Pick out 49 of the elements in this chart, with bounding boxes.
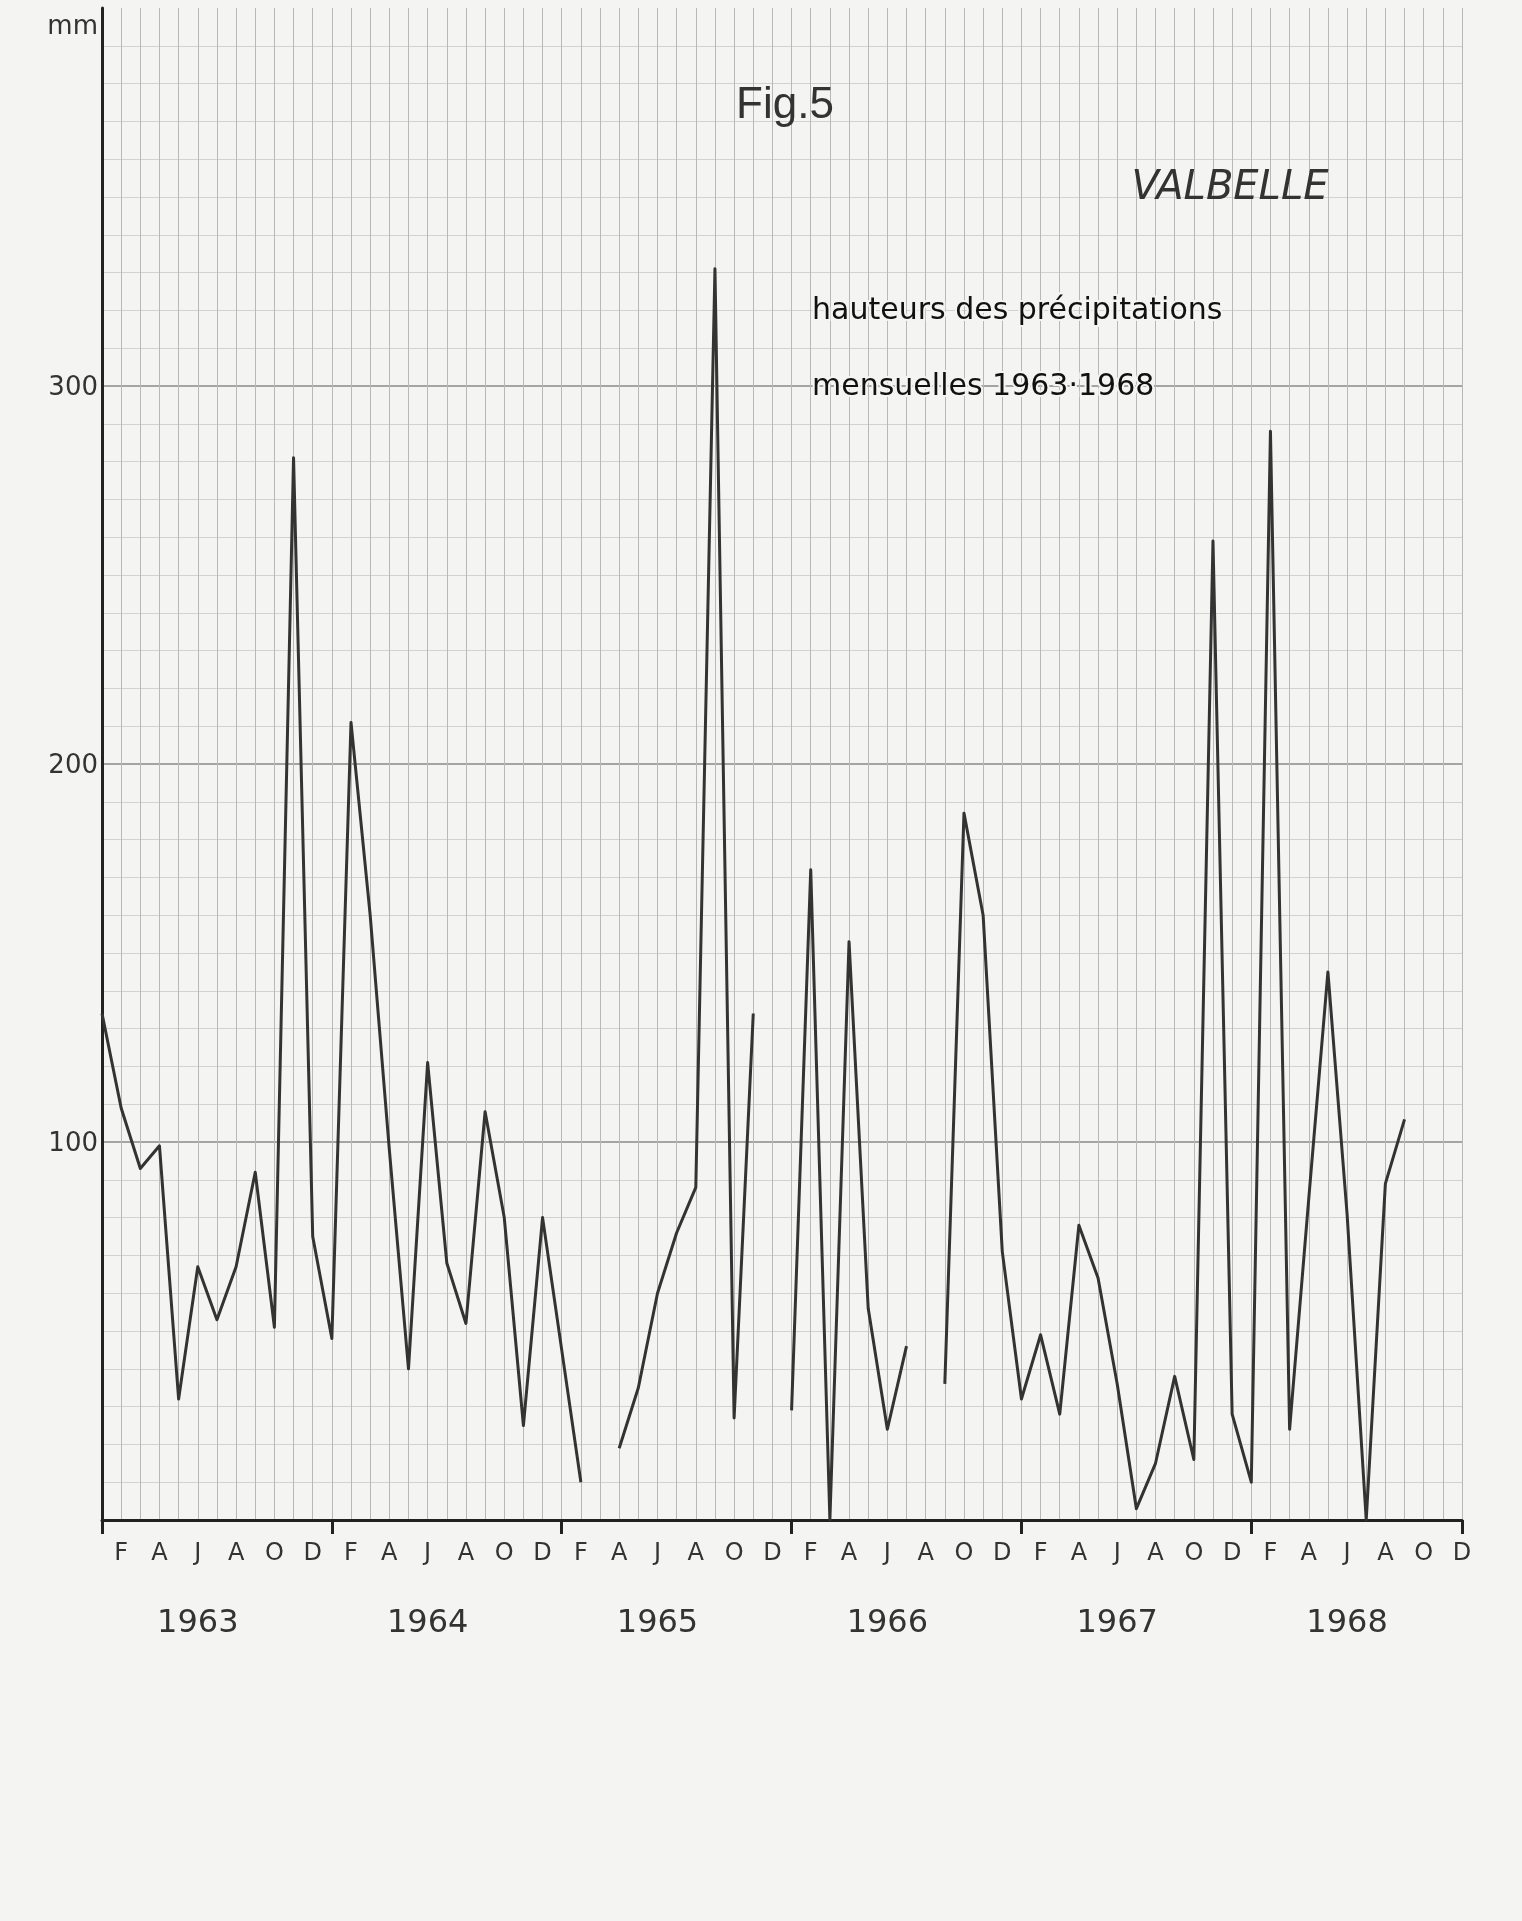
x-tick-label: D xyxy=(303,1538,322,1566)
x-tick-label: F xyxy=(114,1538,129,1566)
x-tick-label: O xyxy=(264,1538,284,1566)
x-tick-label: J xyxy=(1111,1538,1121,1566)
x-tick-label: O xyxy=(954,1538,974,1566)
x-tick-label: A xyxy=(610,1538,628,1566)
x-tick-label: D xyxy=(763,1538,782,1566)
x-tick-label: A xyxy=(917,1538,935,1566)
x-tick-label: J xyxy=(1341,1538,1351,1566)
y-tick-label: 100 xyxy=(48,1127,98,1157)
x-tick-label: F xyxy=(803,1538,818,1566)
x-tick-label: O xyxy=(494,1538,514,1566)
text: 1967 xyxy=(1076,1602,1158,1640)
x-tick-label: J xyxy=(881,1538,891,1566)
x-tick-label: A xyxy=(1147,1538,1165,1566)
text: Fig.5 xyxy=(736,77,834,127)
x-tick-label: A xyxy=(687,1538,705,1566)
y-tick-label: 300 xyxy=(48,371,98,401)
text: VALBELLE xyxy=(1131,162,1330,208)
x-tick-label: O xyxy=(1184,1538,1204,1566)
x-tick-label: F xyxy=(1033,1538,1048,1566)
x-tick-label: A xyxy=(840,1538,858,1566)
x-tick-label: A xyxy=(151,1538,169,1566)
x-tick-label: O xyxy=(1414,1538,1434,1566)
text: 1966 xyxy=(846,1602,929,1640)
y-axis-title: mm xyxy=(47,10,98,40)
text: 1964 xyxy=(386,1602,469,1640)
x-tick-label: A xyxy=(457,1538,475,1566)
x-tick-label: D xyxy=(1452,1538,1472,1566)
x-tick-label: D xyxy=(1222,1538,1242,1566)
x-tick-label: D xyxy=(533,1538,552,1566)
text: 1968 xyxy=(1306,1602,1388,1640)
x-tick-label: A xyxy=(1377,1538,1395,1566)
x-tick-label: F xyxy=(573,1538,588,1566)
text: hauteurs des précipitations mensuelles 1963·1968 xyxy=(812,290,1223,402)
x-tick-label: J xyxy=(651,1538,662,1566)
text: 1963 xyxy=(157,1602,239,1640)
x-tick-label: A xyxy=(227,1538,245,1566)
x-tick-label: F xyxy=(344,1538,358,1566)
x-tick-label: D xyxy=(993,1538,1012,1566)
x-tick-label: J xyxy=(192,1538,202,1566)
x-tick-label: A xyxy=(381,1538,399,1566)
x-tick-label: J xyxy=(422,1538,432,1566)
text: 1965 xyxy=(616,1602,699,1640)
x-tick-label: O xyxy=(724,1538,744,1566)
x-tick-label: A xyxy=(1070,1538,1088,1566)
x-tick-label: F xyxy=(1263,1538,1278,1566)
y-tick-label: 200 xyxy=(48,749,98,779)
x-tick-label: A xyxy=(1300,1538,1318,1566)
